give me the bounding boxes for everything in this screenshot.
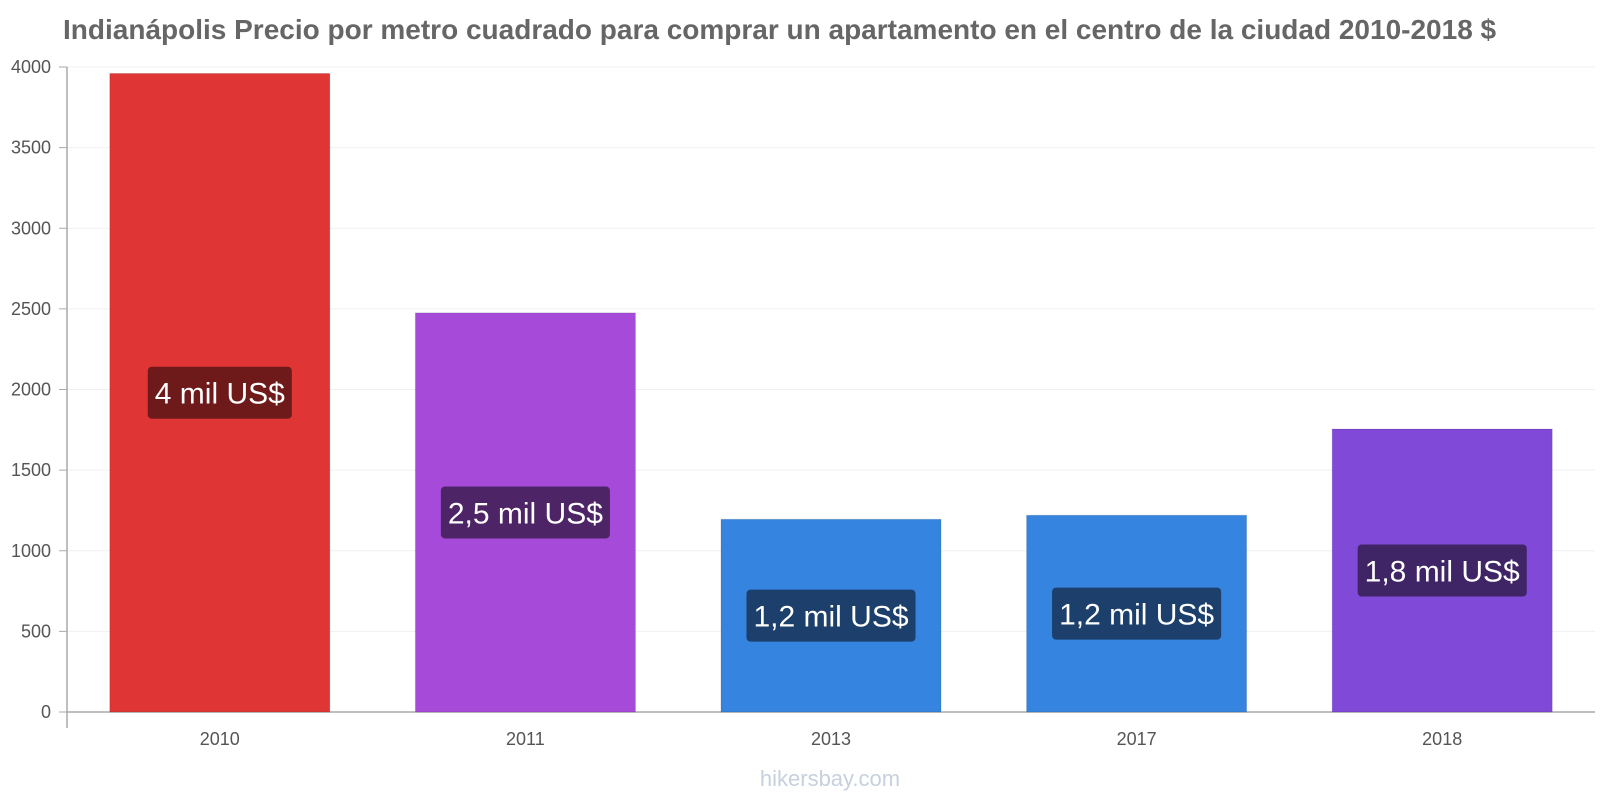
y-tick-label: 3500 [11,138,51,158]
y-tick-label: 2500 [11,299,51,319]
data-label-text: 1,2 mil US$ [1059,599,1214,632]
data-labels: 4 mil US$ 2,5 mil US$ 1,2 mil US$ 1,2 mil U… [147,366,1527,642]
data-label: 4 mil US$ [147,366,292,419]
data-label-box [147,366,292,419]
data-label: 1,2 mil US$ [1052,587,1222,640]
y-tick-label: 4000 [11,57,51,77]
x-tick-label: 2018 [1422,729,1462,749]
data-label-box [1357,544,1527,597]
y-tick-label: 1000 [11,541,51,561]
data-label-text: 1,8 mil US$ [1365,556,1520,589]
data-label: 1,2 mil US$ [746,589,916,642]
data-label-box [746,589,916,642]
y-tick-label: 1500 [11,460,51,480]
x-tick-label: 2017 [1117,729,1157,749]
data-label-text: 4 mil US$ [155,378,285,411]
y-tick-label: 3000 [11,218,51,238]
data-label-text: 2,5 mil US$ [448,497,603,530]
y-tick-label: 2000 [11,380,51,400]
x-tick-label: 2013 [811,729,851,749]
axes: 0 500 1000 1500 2000 2500 3000 3500 4000 2010 2011… [11,57,1595,749]
y-tick-label: 0 [41,702,51,722]
data-label-box [440,486,610,539]
data-label-box [1052,587,1222,640]
data-label-text: 1,2 mil US$ [753,601,908,634]
y-tick-label: 500 [21,621,51,641]
bars [109,72,1553,713]
data-label: 1,8 mil US$ [1357,544,1527,597]
x-tick-label: 2011 [506,729,545,749]
x-tick-label: 2010 [200,729,240,749]
data-label: 2,5 mil US$ [440,486,610,539]
chart-title: Indianápolis Precio por metro cuadrado p… [63,14,1497,45]
watermark: hikersbay.com [759,766,901,791]
